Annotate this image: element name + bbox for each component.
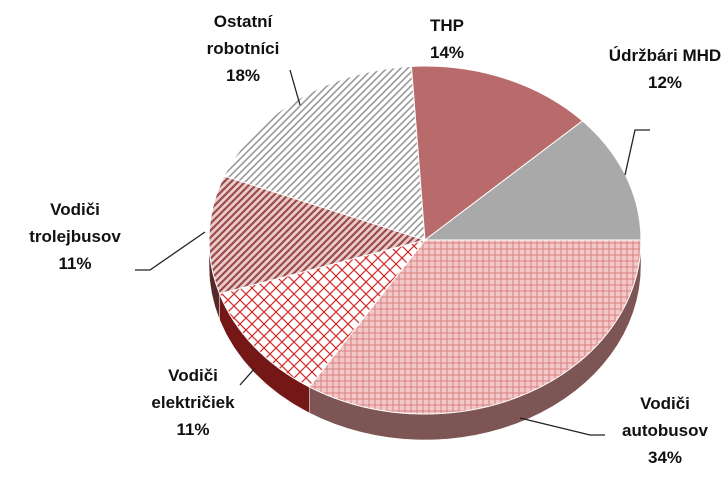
pie-slice (410, 65, 584, 241)
pie-slice (208, 175, 427, 295)
value-label: 11% (58, 254, 92, 273)
value-label: 11% (176, 420, 210, 439)
leader-lines (135, 69, 650, 436)
leader-line (289, 69, 301, 106)
pie-slice (218, 239, 427, 388)
pie-slice (423, 120, 642, 241)
value-label: 12% (647, 73, 683, 92)
slice-label: Vodiči autobusov 34% (600, 390, 727, 471)
leader-line (519, 417, 605, 436)
slice-label: Údržbári MHD 12% (600, 42, 727, 96)
category-label: THP (430, 16, 464, 35)
slice-label: Vodiči trolejbusov 11% (10, 196, 140, 277)
category-label: Vodiči električiek (151, 366, 235, 412)
slice-label: Ostatní robotníci 18% (178, 8, 308, 89)
leader-line (624, 129, 650, 176)
pie-slice (308, 239, 642, 415)
category-label: Ostatní robotníci (206, 12, 280, 58)
value-label: 14% (429, 43, 465, 62)
value-label: 18% (225, 66, 261, 85)
category-label: Vodiči trolejbusov (29, 200, 121, 246)
category-label: Údržbári MHD (608, 46, 722, 65)
leader-line (239, 367, 256, 386)
value-label: 34% (647, 448, 683, 467)
slice-label: Vodiči električiek 11% (128, 362, 258, 443)
slice-label: THP 14% (382, 12, 512, 66)
leader-line (135, 231, 206, 271)
category-label: Vodiči autobusov (622, 394, 708, 440)
